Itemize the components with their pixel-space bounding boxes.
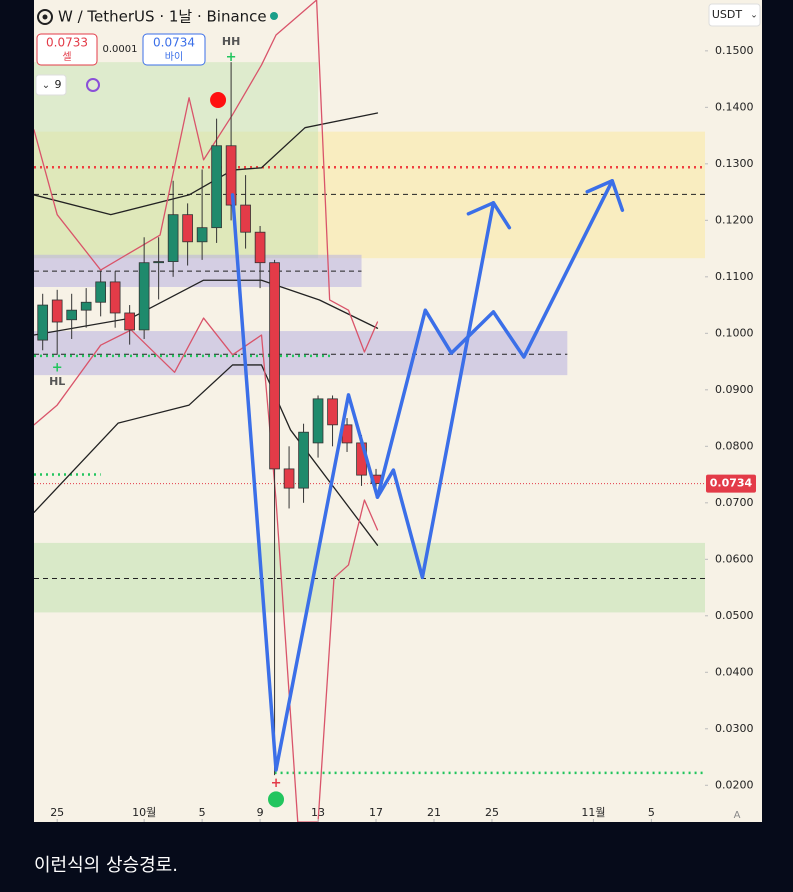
indicator-line (34, 364, 379, 546)
indicator-line (34, 0, 379, 353)
sell-button[interactable] (36, 33, 98, 66)
buy-button[interactable] (142, 33, 206, 66)
auto-scale[interactable]: A (734, 810, 741, 821)
y-tick-label: 0.1300 (715, 157, 754, 170)
candle-body (225, 145, 237, 206)
buy-label: 바이 (165, 51, 183, 63)
indicator-line (34, 317, 379, 822)
arrow-arm (466, 201, 496, 216)
logo (37, 9, 53, 25)
arrow-arm (585, 179, 614, 194)
y-tick-label: 0.1400 (715, 100, 754, 113)
candle-body (80, 301, 92, 311)
candle-body (51, 299, 63, 323)
candle-body (312, 398, 324, 444)
indicator-chevron: ⌄ (42, 80, 50, 91)
zone (34, 542, 705, 613)
refresh-icon[interactable] (86, 78, 100, 92)
currency: USDT (712, 8, 743, 21)
projection-path (230, 193, 512, 772)
x-tick-label: 13 (311, 806, 325, 819)
y-tick-label: 0.0300 (715, 722, 754, 735)
y-tick-label: 0.0500 (715, 609, 754, 622)
candle-body (182, 214, 193, 243)
candle-body (327, 398, 338, 426)
candle-body (37, 304, 49, 341)
annotation: HL (49, 375, 65, 388)
sell-price: 0.0733 (46, 36, 88, 50)
last-price-label: 0.0734 (710, 477, 753, 490)
y-tick-label: 0.0800 (715, 439, 754, 452)
candle-body (211, 145, 222, 229)
candle-body (95, 281, 106, 303)
candle-body (298, 431, 309, 489)
candle-body (124, 312, 135, 331)
indicator-box[interactable] (35, 74, 67, 96)
spread: 0.0001 (103, 44, 138, 55)
x-tick-label: 25 (50, 806, 64, 819)
candle-body (240, 204, 251, 233)
x-tick-label: 5 (199, 806, 206, 819)
x-tick-label: 5 (648, 806, 655, 819)
x-tick-label: 21 (427, 806, 441, 819)
y-tick-label: 0.1100 (715, 270, 754, 283)
x-tick-label: 11월 (581, 806, 605, 819)
annotation: + (271, 776, 282, 791)
annotation: HH (222, 35, 240, 48)
annotation: + (52, 360, 63, 375)
candle-body (109, 281, 121, 314)
signal-dot (268, 791, 285, 808)
signal-dot (210, 91, 227, 108)
x-tick-label: 9 (257, 806, 264, 819)
candle-body (167, 214, 179, 262)
y-tick-label: 0.0700 (715, 496, 754, 509)
last-price-tag (706, 474, 756, 493)
annotation: + (226, 50, 237, 65)
currency-chevron: ⌄ (750, 11, 758, 21)
buy-price: 0.0734 (153, 36, 195, 50)
logo-dot (42, 14, 48, 20)
currency-select[interactable] (708, 3, 761, 27)
y-tick-label: 0.0900 (715, 383, 754, 396)
plot-area: HH+HL++ (34, 0, 705, 822)
candle-body (138, 262, 150, 331)
axes: 0.1500 0.1400 0.1300 0.1200 0.1100 0.1000 0.09… (50, 44, 756, 822)
candle-body (269, 262, 280, 470)
y-tick-label: 0.1000 (715, 326, 754, 339)
chart-title: W / TetherUS · 1날 · Binance (58, 8, 267, 26)
y-tick-label: 0.0200 (715, 778, 754, 791)
x-tick-label: 25 (485, 806, 499, 819)
zone (34, 331, 568, 376)
status-dot (270, 12, 278, 20)
y-tick-label: 0.0400 (715, 665, 754, 678)
y-tick-label: 0.1500 (715, 44, 754, 57)
candle-body (283, 468, 295, 489)
candle-body (196, 227, 208, 243)
candle-body (254, 231, 266, 264)
y-tick-label: 0.0600 (715, 552, 754, 565)
candle-body (153, 261, 164, 264)
caption: 이런식의 상승경로. (34, 855, 178, 876)
indicator-value: 9 (55, 78, 62, 91)
sell-label: 셀 (62, 51, 71, 63)
y-tick-label: 0.1200 (715, 213, 754, 226)
candle-body (66, 309, 78, 321)
x-tick-label: 17 (369, 806, 383, 819)
x-tick-label: 10월 (132, 806, 156, 819)
